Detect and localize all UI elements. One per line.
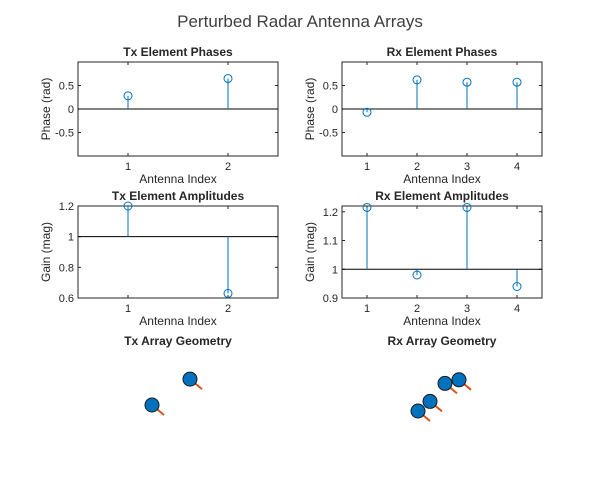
rx-geometry-axes: Rx Array Geometry [388, 334, 497, 422]
rx-amplitudes-ylabel: Gain (mag) [303, 222, 317, 282]
tx-amplitudes-title: Tx Element Amplitudes [112, 189, 245, 203]
rx-amplitudes-axes: Rx Element Amplitudes 1 2 3 4 1.2 1.1 1 0.9 Anten… [303, 189, 543, 328]
rx-phases-xlabel: Antenna Index [403, 172, 480, 186]
tx-phases-ytick-label: 0.5 [59, 81, 74, 93]
tx-amplitudes-point-1 [123, 201, 133, 211]
tx-geometry-element-2 [182, 371, 198, 387]
tx-amplitudes-ytick-label: 1 [68, 232, 74, 244]
rx-amplitudes-title: Rx Element Amplitudes [375, 189, 509, 203]
rx-amplitudes-point-4 [512, 282, 522, 291]
tx-phases-xtick-label: 2 [225, 161, 231, 173]
tx-geometry-axes: Tx Array Geometry [124, 334, 232, 416]
rx-phases-xtick-label: 2 [414, 161, 420, 173]
rx-amplitudes-xtick-label: 1 [364, 303, 370, 315]
tx-phases-xtick-label: 1 [125, 161, 131, 173]
tx-amplitudes-ytick-label: 0.6 [59, 293, 74, 305]
rx-amplitudes-frame [341, 205, 543, 299]
tx-amplitudes-xlabel: Antenna Index [139, 314, 216, 328]
rx-phases-point-4 [512, 77, 522, 87]
tx-geometry-title: Tx Array Geometry [124, 334, 232, 348]
rx-amplitudes-xtick-label: 2 [414, 303, 420, 315]
rx-amplitudes-ytick-label: 1 [332, 264, 338, 276]
tx-phases-axes: Tx Element Phases 1 2 0.5 0 -0.5 Antenna Index… [39, 45, 279, 186]
rx-geometry-title: Rx Array Geometry [388, 334, 497, 348]
tx-amplitudes-ytick-label: 0.8 [59, 262, 74, 274]
tx-phases-xlabel: Antenna Index [139, 172, 216, 186]
tx-phases-ytick-label: 0 [68, 104, 74, 116]
rx-amplitudes-xlabel: Antenna Index [403, 314, 480, 328]
rx-phases-ytick-label: -0.5 [319, 128, 338, 140]
tx-amplitudes-xtick-label: 2 [225, 303, 231, 315]
rx-phases-xtick-label: 4 [514, 161, 520, 173]
tx-amplitudes-point-2 [223, 288, 233, 298]
rx-phases-ytick-label: 0.5 [323, 81, 338, 93]
rx-phases-xtick-label: 1 [364, 161, 370, 173]
plot-area: Tx Element Phases 1 2 0.5 0 -0.5 Antenna Index… [39, 45, 543, 422]
tx-phases-point-2 [223, 73, 233, 83]
tx-phases-ylabel: Phase (rad) [39, 78, 53, 141]
tx-phases-point-1 [123, 91, 133, 101]
rx-phases-axes: Rx Element Phases 1 2 3 4 0.5 0 -0.5 Antenna Ind… [303, 45, 543, 186]
rx-phases-title: Rx Element Phases [387, 45, 498, 59]
rx-phases-point-1 [362, 107, 372, 117]
rx-phases-point-3 [462, 77, 472, 87]
rx-amplitudes-ytick-label: 1.2 [323, 207, 338, 219]
rx-geometry-element-4 [451, 372, 467, 388]
rx-amplitudes-point-2 [412, 270, 422, 280]
tx-amplitudes-xtick-label: 1 [125, 303, 131, 315]
rx-phases-point-2 [412, 75, 422, 85]
rx-geometry-element-1 [410, 403, 426, 419]
rx-amplitudes-xtick-label: 3 [464, 303, 470, 315]
rx-amplitudes-ytick-label: 0.9 [323, 293, 338, 305]
rx-amplitudes-point-3 [462, 202, 472, 212]
tx-amplitudes-axes: Tx Element Amplitudes 1 2 1.2 1 0.8 0.6 Antenna… [39, 189, 279, 328]
rx-phases-ylabel: Phase (rad) [303, 78, 317, 141]
rx-phases-ytick-label: 0 [332, 104, 338, 116]
tx-amplitudes-ytick-label: 1.2 [59, 201, 74, 213]
rx-amplitudes-xtick-label: 4 [514, 303, 520, 315]
figure-title: Perturbed Radar Antenna Arrays [177, 12, 423, 31]
rx-amplitudes-ytick-label: 1.1 [323, 236, 338, 248]
tx-phases-title: Tx Element Phases [123, 45, 233, 59]
tx-phases-ytick-label: -0.5 [55, 128, 74, 140]
rx-geometry-element-2 [422, 393, 438, 409]
tx-geometry-element-1 [144, 397, 160, 413]
tx-amplitudes-ylabel: Gain (mag) [39, 222, 53, 282]
rx-geometry-element-3 [437, 375, 453, 391]
tx-amplitudes-frame [77, 205, 279, 299]
rx-phases-xtick-label: 3 [464, 161, 470, 173]
rx-amplitudes-point-1 [362, 202, 372, 212]
